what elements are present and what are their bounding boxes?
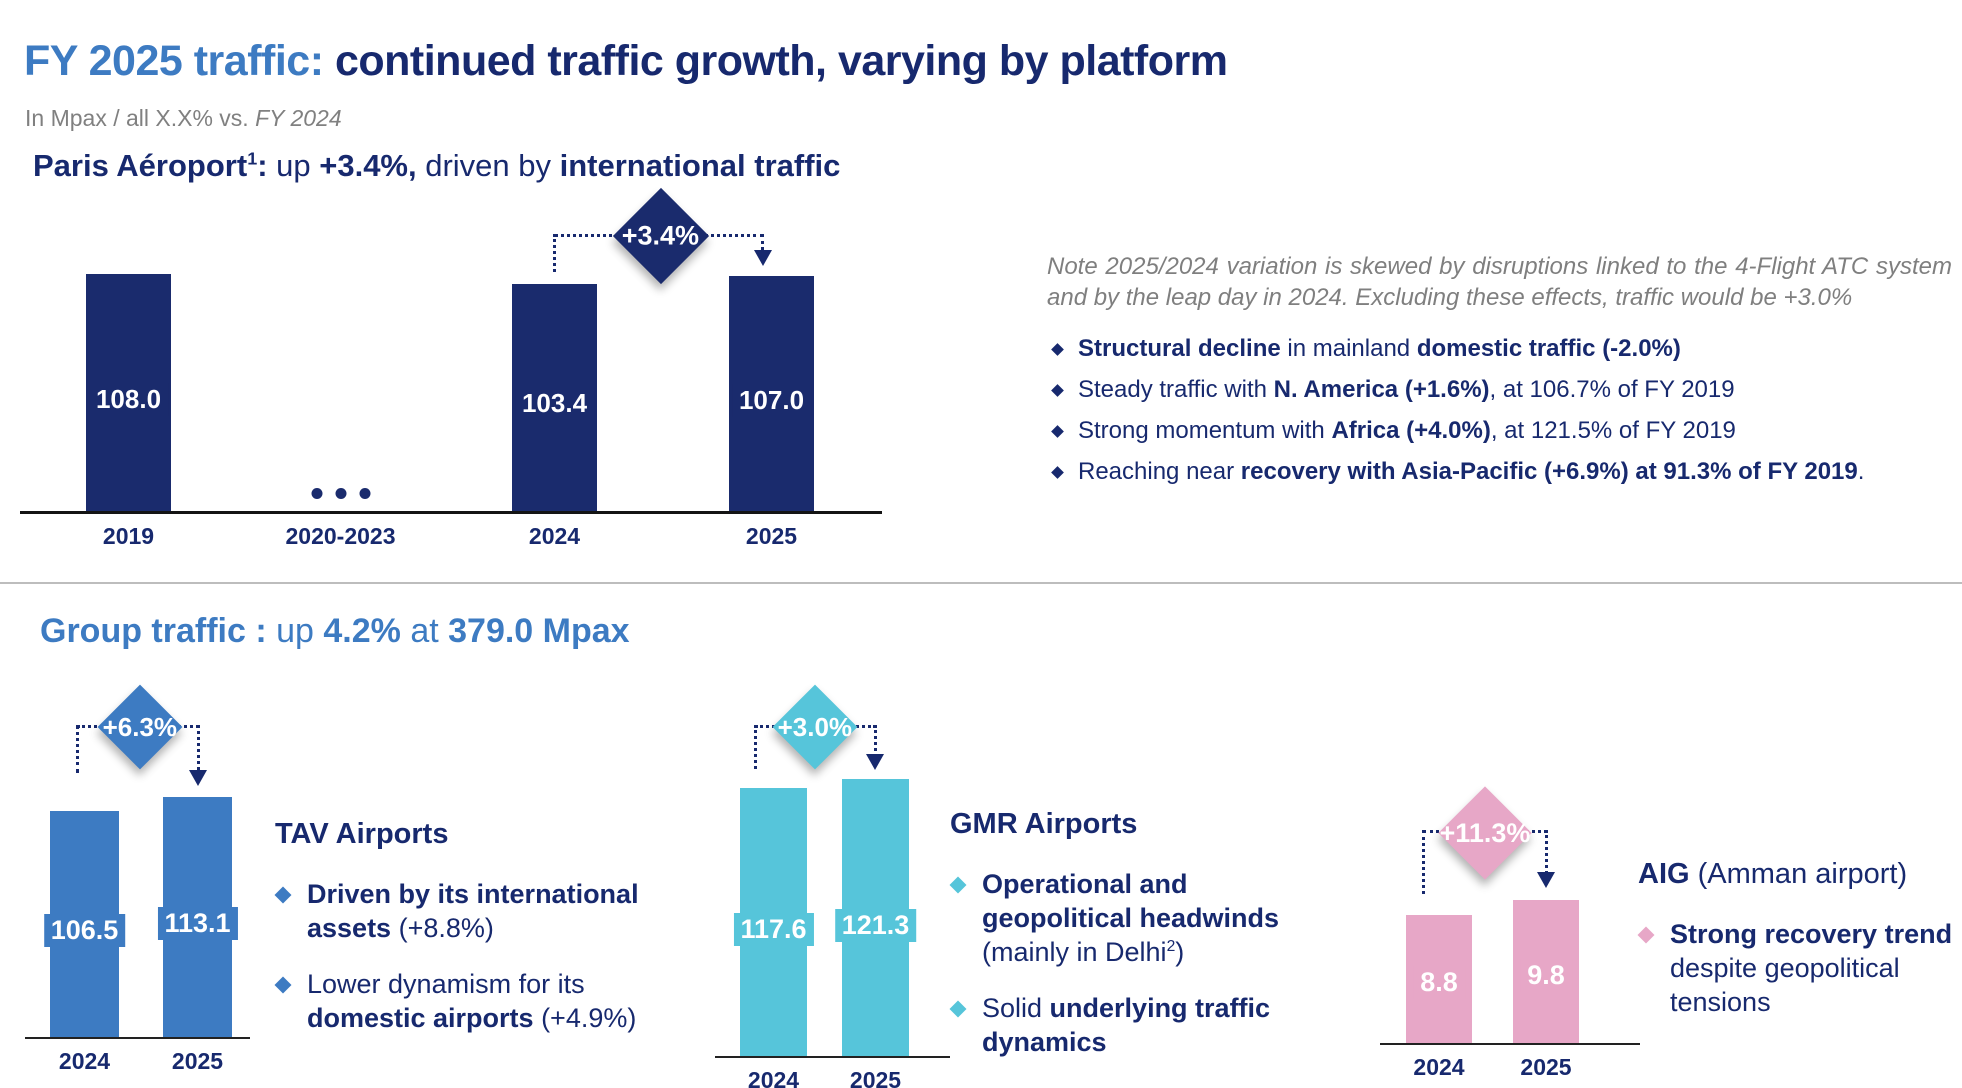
bullet-n-america: Steady traffic with N. America (+1.6%), … [1047, 376, 1952, 404]
bullet-africa: Strong momentum with Africa (+4.0%), at … [1047, 417, 1952, 445]
paris-bullet-list: Structural decline in mainland domestic … [1047, 335, 1952, 486]
page-subtitle: In Mpax / all X.X% vs. FY 2024 [25, 105, 342, 132]
aig-bullet-recovery: Strong recovery trend despite geopolitic… [1637, 917, 1953, 1019]
diamond-bullet-icon [949, 1000, 967, 1018]
gmr-traffic-chart: 117.6 121.3 +3.0% 2024 2025 [715, 670, 980, 1088]
tav-plot-area: 106.5 113.1 [25, 670, 250, 1039]
group-total-mpax: 379.0 Mpax [448, 612, 630, 650]
bar-value-2019: 108.0 [88, 383, 169, 416]
section-divider [0, 582, 1962, 584]
gmr-title: GMR Airports [950, 808, 1138, 840]
bar-2024: 8.8 [1406, 915, 1472, 1043]
delta-arrowhead [866, 754, 884, 770]
footnote-ref-2: 2 [1166, 938, 1176, 956]
gmr-delta-value: +3.0% [777, 711, 853, 742]
gmr-commentary: GMR Airports Operational and geopolitica… [949, 808, 1295, 1081]
axis-label-2025: 2025 [849, 1067, 902, 1088]
gmr-plot-area: 117.6 121.3 [715, 670, 950, 1058]
diamond-bullet-icon [949, 876, 967, 894]
aig-traffic-chart: 8.8 9.8 +11.3% 2024 2025 [1380, 760, 1665, 1080]
bar-value-2025: 9.8 [1520, 959, 1572, 992]
tav-traffic-chart: 106.5 113.1 +6.3% 2024 2025 [25, 670, 280, 1088]
gmr-bullet-headwinds: Operational and geopolitical headwinds (… [949, 867, 1295, 969]
axis-label-2025: 2025 [1520, 1054, 1572, 1080]
delta-connector-right [761, 234, 764, 250]
paris-note: Note 2025/2024 variation is skewed by di… [1047, 253, 1952, 311]
diamond-bullet-icon [1051, 425, 1064, 439]
bar-2024: 103.4 [512, 284, 597, 511]
diamond-bullet-icon [1051, 384, 1064, 398]
paris-commentary-panel: Note 2025/2024 variation is skewed by di… [1047, 252, 1952, 499]
subtitle-compare-year: FY 2024 [255, 105, 342, 131]
bar-value-2025: 121.3 [834, 909, 917, 942]
tav-title: TAV Airports [275, 818, 449, 850]
bullet-asia-pacific: Reaching near recovery with Asia-Pacific… [1047, 458, 1952, 486]
delta-connector-left [553, 234, 556, 272]
paris-growth-pct: +3.4%, [319, 148, 417, 183]
axis-label-2024: 2024 [58, 1048, 111, 1074]
aig-title: AIG (Amman airport) [1638, 858, 1908, 890]
bar-value-2024: 106.5 [43, 914, 126, 947]
tav-bullet-international: Driven by its international assets (+8.8… [274, 877, 670, 945]
bar-2024: 117.6 [733, 788, 814, 1056]
delta-connector-right [197, 725, 200, 770]
group-growth-pct: 4.2% [323, 612, 401, 650]
bar-2019: 108.0 [86, 274, 171, 511]
bar-2025: 113.1 [157, 797, 238, 1037]
axis-label-2025: 2025 [745, 523, 798, 549]
subtitle-units: In Mpax / all X.X% vs. [25, 105, 256, 131]
delta-arrowhead [189, 770, 207, 786]
axis-label-2024: 2024 [1413, 1054, 1465, 1080]
axis-label-2020-2023: 2020-2023 [285, 523, 396, 549]
bar-2025: 121.3 [834, 779, 917, 1056]
aig-plot-area: 8.8 9.8 [1380, 760, 1640, 1045]
bar-2025: 107.0 [729, 276, 814, 511]
page-title-accent: FY 2025 traffic: [24, 36, 335, 85]
paris-name: Paris Aéroport [33, 148, 248, 183]
omitted-years-dots [311, 488, 370, 499]
tav-bullet-domestic: Lower dynamism for its domestic airports… [274, 967, 670, 1035]
group-traffic-heading: Group traffic : up 4.2% at 379.0 Mpax [40, 612, 630, 650]
axis-label-2025: 2025 [171, 1048, 224, 1074]
page-title: FY 2025 traffic: continued traffic growt… [24, 36, 1228, 86]
diamond-bullet-icon [1637, 926, 1655, 944]
delta-connector-right [874, 725, 877, 757]
delta-connector-left [76, 725, 79, 773]
axis-label-2019: 2019 [102, 523, 155, 549]
diamond-bullet-icon [274, 976, 292, 994]
bar-value-2024: 8.8 [1413, 966, 1465, 999]
paris-plot-area: 108.0 103.4 107.0 [20, 180, 882, 514]
footnote-ref-1: 1 [247, 148, 258, 169]
bar-value-2024: 117.6 [733, 913, 814, 946]
delta-arrowhead [1537, 872, 1555, 888]
tav-commentary: TAV Airports Driven by its international… [274, 818, 670, 1057]
delta-connector-left [754, 725, 757, 769]
page-title-main: continued traffic growth, varying by pla… [334, 36, 1228, 85]
gmr-bullet-dynamics: Solid underlying traffic dynamics [949, 991, 1295, 1059]
diamond-bullet-icon [274, 886, 292, 904]
axis-label-2024: 2024 [747, 1067, 800, 1088]
bar-2025: 9.8 [1513, 900, 1579, 1043]
delta-connector-right [1545, 830, 1548, 874]
diamond-bullet-icon [1051, 466, 1064, 480]
delta-connector-left [1422, 830, 1425, 894]
diamond-bullet-icon [1051, 343, 1064, 357]
bullet-domestic-traffic: Structural decline in mainland domestic … [1047, 335, 1952, 363]
aig-delta-value: +11.3% [1439, 817, 1531, 848]
bar-value-2024: 103.4 [514, 387, 595, 420]
aig-commentary: AIG (Amman airport) Strong recovery tren… [1637, 858, 1953, 1041]
delta-arrowhead [754, 250, 772, 266]
bar-value-2025: 113.1 [157, 907, 238, 940]
axis-label-2024: 2024 [528, 523, 581, 549]
bar-2024: 106.5 [43, 811, 126, 1037]
tav-delta-value: +6.3% [102, 711, 178, 742]
paris-traffic-chart: 108.0 103.4 107.0 +3.4% 2019 2020-2023 2024 2… [20, 180, 900, 565]
paris-delta-value: +3.4% [622, 220, 700, 251]
bar-value-2025: 107.0 [731, 384, 812, 417]
paris-section-heading: Paris Aéroport1: up +3.4%, driven by int… [33, 148, 841, 183]
